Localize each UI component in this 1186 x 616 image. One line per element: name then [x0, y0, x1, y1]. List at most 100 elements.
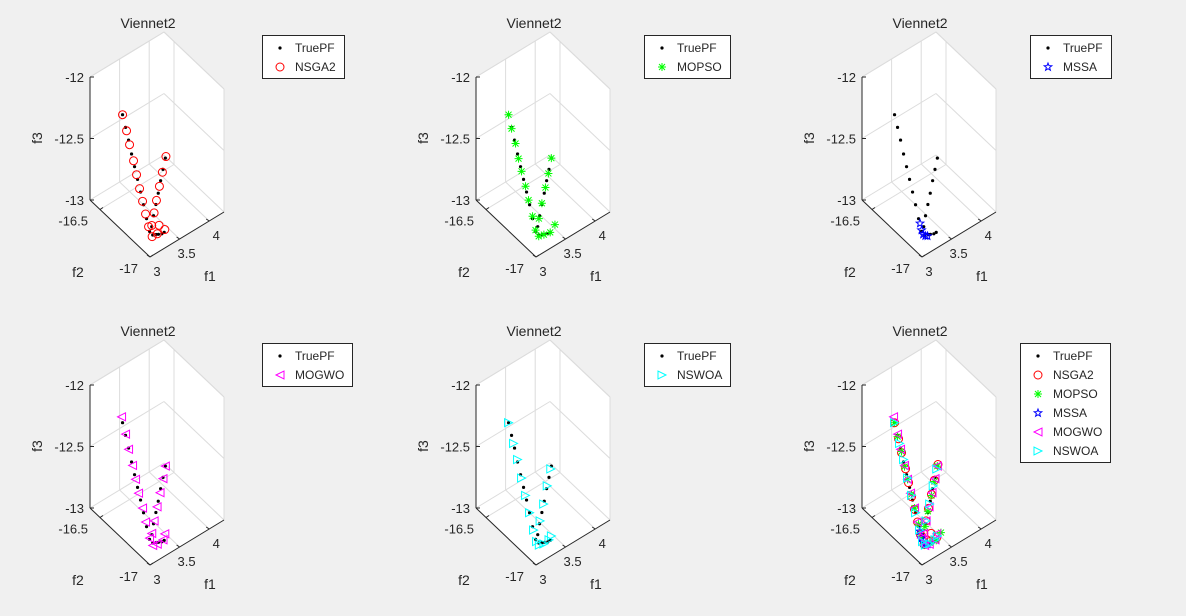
y-axis-label: f2 [72, 572, 84, 588]
data-point-nswoa [928, 481, 939, 491]
legend-marker [1033, 370, 1043, 379]
data-point-truepf [547, 475, 551, 479]
data-point-mogwo [152, 539, 162, 550]
data-point-mopso [514, 154, 523, 163]
x-tick-label: 3.5 [950, 554, 968, 569]
grid-line [861, 401, 937, 447]
x-tick [591, 526, 596, 530]
z-tick-label: -12 [65, 378, 84, 393]
data-point-truepf [163, 156, 167, 160]
y-axis-label: f2 [458, 264, 470, 280]
x-axis-label: f1 [976, 576, 988, 592]
data-point-mssa [922, 230, 933, 241]
data-point-truepf [898, 138, 903, 142]
x-tick-label: 3.5 [178, 246, 196, 261]
y-tick [149, 562, 154, 566]
z-axis-label: f3 [415, 440, 431, 452]
legend-marker [1032, 426, 1043, 437]
data-point-truepf [540, 510, 544, 515]
grid-line [549, 154, 611, 213]
legend: TruePF MOGWO [262, 343, 354, 387]
series-nswoa [504, 417, 557, 550]
data-point-nswoa [918, 536, 928, 547]
grid-line [89, 462, 165, 509]
data-point-nswoa [529, 525, 539, 535]
data-point-nsga2 [129, 156, 139, 166]
z-axis-label: f3 [415, 132, 431, 144]
data-point-mopso [521, 182, 530, 191]
y-tick-label: -16.5 [830, 522, 860, 537]
legend-item-truepf: TruePF [263, 38, 344, 57]
y-tick [535, 562, 540, 566]
data-point-mogwo [146, 528, 157, 539]
data-point-nsga2 [147, 232, 157, 242]
data-point-nsga2 [160, 225, 170, 235]
z-tick-label: -13 [65, 501, 84, 516]
data-point-nsga2 [147, 220, 157, 230]
subplot-2: -13 -12.5 -12 -17 -16.5 3 3.5 4 f1 f2 f3 Viennet2 Tr… [386, 0, 772, 308]
data-point-truepf [141, 511, 146, 515]
x-tick-label: 4 [213, 536, 220, 551]
legend-label: NSGA2 [295, 59, 336, 74]
data-point-mogwo [151, 502, 162, 512]
legend-marker-circle-icon [1033, 370, 1043, 379]
data-point-mopso [900, 462, 909, 471]
data-point-mopso [927, 491, 936, 500]
data-point-truepf [901, 152, 906, 156]
z-axis-label: f3 [29, 440, 45, 452]
legend-item-truepf: TruePF [1021, 346, 1110, 365]
x-tick [532, 562, 537, 566]
y-tick [921, 254, 926, 258]
legend-label: TruePF [1053, 348, 1093, 363]
legend-marker-triangle-left-icon [1032, 426, 1043, 437]
data-point-nswoa [895, 438, 905, 449]
x-tick-label: 4 [985, 536, 992, 551]
legend-item-mogwo: MOGWO [263, 365, 352, 384]
x-tick-label: 3 [539, 572, 546, 587]
z-tick-label: -12.5 [826, 440, 856, 455]
x-tick-label: 3 [925, 264, 932, 279]
data-point-mogwo [137, 503, 148, 513]
data-point-mogwo [902, 474, 913, 485]
legend: TruePF NSGA2 [262, 35, 345, 79]
legend-label: NSWOA [677, 367, 723, 382]
data-point-mopso [539, 230, 548, 239]
data-point-mopso [546, 228, 555, 237]
z-tick-label: -12 [451, 70, 470, 85]
grid-line [89, 401, 165, 447]
data-point-truepf [156, 232, 161, 236]
data-point-mogwo [157, 473, 168, 484]
x-axis-line [535, 211, 611, 258]
data-point-truepf [524, 498, 529, 502]
data-point-mopso [930, 477, 939, 486]
legend-label: TruePF [677, 348, 717, 363]
x-tick-label: 3.5 [178, 554, 196, 569]
data-point-nsga2 [894, 434, 904, 444]
z-tick-label: -12.5 [440, 132, 470, 147]
data-point-mssa [916, 224, 927, 235]
y-tick-label: -16.5 [58, 214, 88, 229]
data-point-nswoa [890, 417, 900, 428]
data-point-nswoa [539, 499, 549, 509]
y-axis-label: f2 [72, 264, 84, 280]
data-point-nswoa [517, 473, 527, 483]
x-tick [918, 562, 923, 566]
legend-marker [660, 45, 664, 50]
data-point-nsga2 [118, 110, 128, 120]
data-point-mogwo [154, 487, 165, 498]
grid-line [485, 472, 561, 518]
data-point-truepf [135, 485, 140, 489]
subplot-title: Viennet2 [506, 323, 561, 339]
subplot-title: Viennet2 [506, 15, 561, 31]
data-point-mogwo [905, 488, 916, 499]
box-edge [163, 31, 225, 90]
x-axis-label: f1 [590, 576, 602, 592]
data-point-nswoa [899, 454, 909, 465]
data-point-truepf [512, 446, 517, 450]
grid-line [549, 93, 611, 151]
box-edge [935, 31, 997, 90]
axes-3d: -13 -12.5 -12 -17 -16.5 3 3.5 4 f1 f2 f3 Viennet2 [29, 323, 225, 592]
x-tick-label: 3.5 [564, 246, 582, 261]
data-point-truepf [926, 202, 930, 207]
x-axis-label: f1 [976, 268, 988, 284]
